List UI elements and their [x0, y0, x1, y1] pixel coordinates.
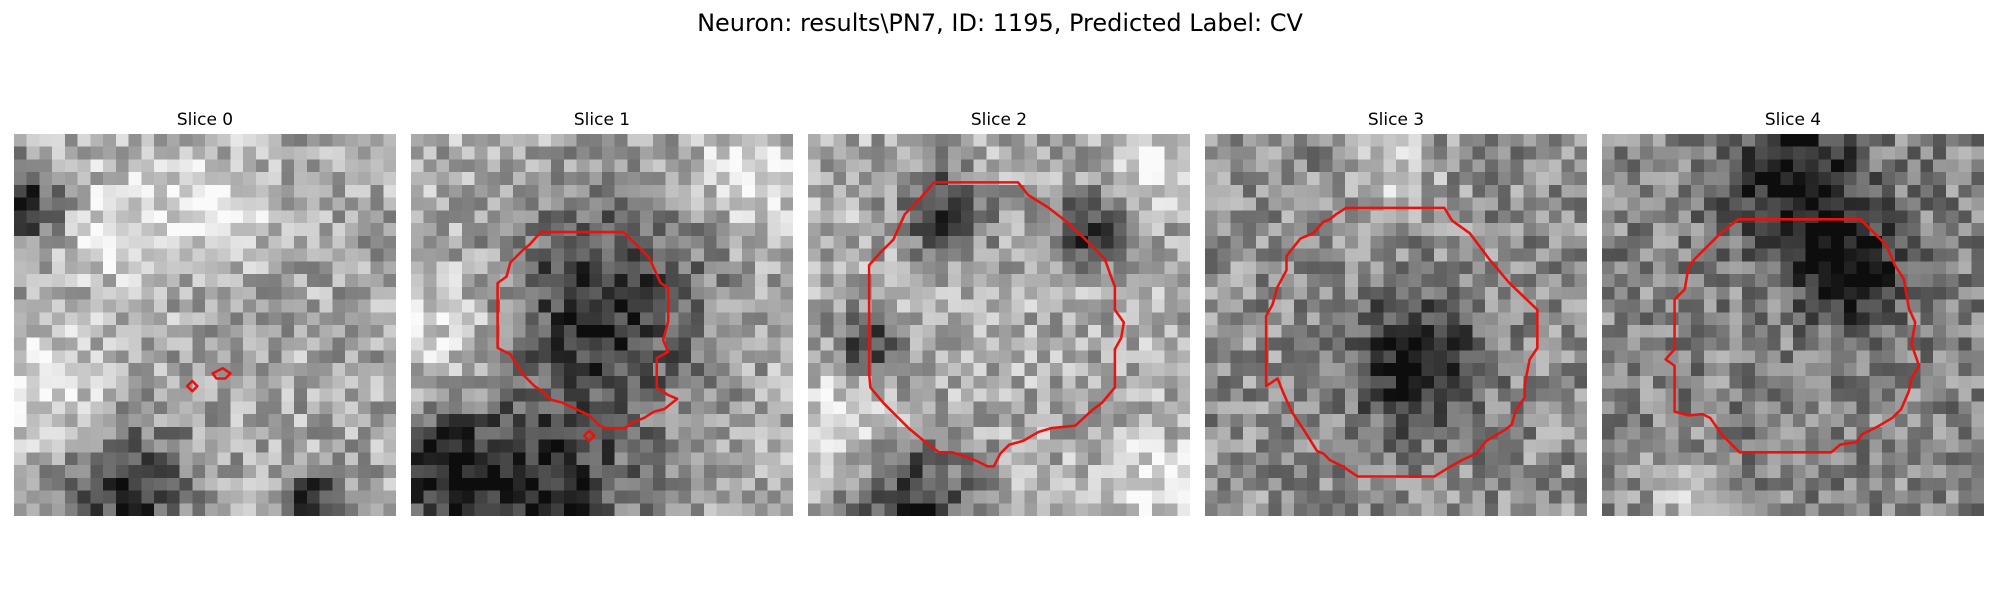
slice-image [1205, 134, 1587, 516]
segmentation-contour [185, 379, 199, 393]
segmentation-contour [1664, 218, 1921, 454]
segmentation-contour [496, 230, 679, 430]
slice-panel: Slice 1 [411, 109, 793, 516]
slice-image [1602, 134, 1984, 516]
figure-title: Neuron: results\PN7, ID: 1195, Predicted… [697, 9, 1303, 37]
slice-image [14, 134, 396, 516]
segmentation-contour [1264, 206, 1539, 478]
slice-title: Slice 1 [573, 110, 631, 130]
slice-title: Slice 2 [970, 110, 1028, 130]
segmentation-contour [582, 429, 596, 443]
slice-title: Slice 0 [176, 110, 234, 130]
segmentation-contour [211, 367, 232, 380]
slice-panel: Slice 3 [1205, 109, 1587, 516]
segmentation-contour [867, 181, 1126, 468]
slice-panel: Slice 0 [14, 109, 396, 516]
slice-image [808, 134, 1190, 516]
slice-panel: Slice 2 [808, 109, 1190, 516]
slice-title: Slice 3 [1367, 110, 1425, 130]
slice-image [411, 134, 793, 516]
slice-panel: Slice 4 [1602, 109, 1984, 516]
slice-title: Slice 4 [1764, 110, 1822, 130]
